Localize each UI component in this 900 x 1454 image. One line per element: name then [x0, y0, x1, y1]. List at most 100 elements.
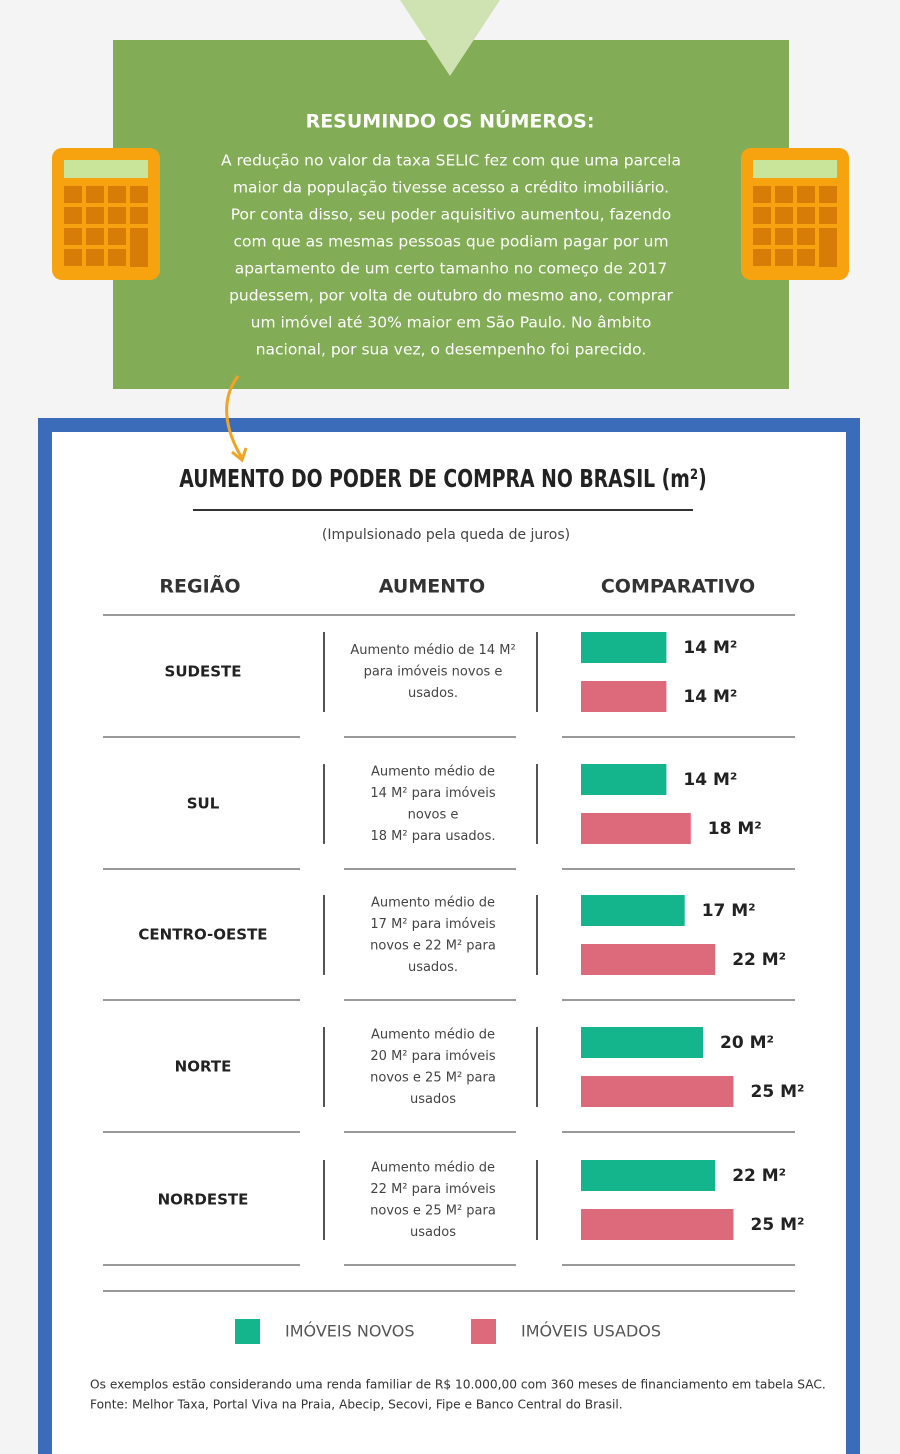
calc-key [86, 186, 104, 203]
calc-key [775, 207, 793, 224]
summary-line: maior da população tivesse acesso a créd… [233, 179, 669, 197]
footnote: Os exemplos estão considerando uma renda… [90, 1378, 826, 1392]
region-label: SUL [187, 795, 220, 813]
calc-key [64, 186, 82, 203]
legend-swatch [471, 1319, 496, 1344]
calc-key [108, 249, 126, 266]
calc-key [819, 228, 837, 267]
calc-key [64, 249, 82, 266]
description-line: para imóveis novos e [364, 665, 503, 680]
calc-key [775, 228, 793, 245]
footnote: Fonte: Melhor Taxa, Portal Viva na Praia… [90, 1398, 623, 1412]
description-line: 18 M² para usados. [371, 829, 496, 844]
calculator [52, 148, 160, 280]
calc-key [797, 186, 815, 203]
calc-key [86, 228, 104, 245]
column-header: COMPARATIVO [601, 576, 755, 598]
description-line: Aumento médio de [371, 1160, 495, 1175]
calc-key [86, 249, 104, 266]
value-label: 14 M² [683, 770, 737, 790]
value-label: 25 M² [751, 1215, 805, 1235]
description-line: novos e 22 M² para [370, 938, 496, 953]
value-label: 22 M² [732, 950, 786, 970]
summary-line: nacional, por sua vez, o desempenho foi … [256, 341, 647, 359]
legend-label: IMÓVEIS USADOS [521, 1322, 661, 1341]
bar [581, 1076, 734, 1107]
description-line: novos e [408, 807, 459, 822]
legend-swatch [235, 1319, 260, 1344]
region-label: NORDESTE [158, 1191, 249, 1209]
bar [581, 681, 667, 712]
calc-key [130, 228, 148, 267]
description-line: Aumento médio de 14 M² [350, 643, 515, 658]
summary-line: apartamento de um certo tamanho no começ… [235, 260, 668, 278]
calc-key [797, 207, 815, 224]
calc-key [64, 207, 82, 224]
summary-title: RESUMINDO OS NÚMEROS: [306, 109, 595, 133]
description-line: 14 M² para imóveis [370, 786, 495, 801]
description-line: usados [410, 1225, 456, 1240]
value-label: 20 M² [720, 1033, 774, 1053]
description-line: usados [410, 1092, 456, 1107]
column-header: REGIÃO [159, 574, 240, 598]
value-label: 14 M² [683, 687, 737, 707]
description-line: usados. [408, 686, 458, 701]
calc-key [753, 228, 771, 245]
description-line: usados. [408, 960, 458, 975]
calculator [741, 148, 849, 280]
calc-screen [64, 160, 148, 178]
bar [581, 1209, 734, 1240]
bar [581, 1160, 716, 1191]
calc-key [797, 228, 815, 245]
bar [581, 1027, 703, 1058]
region-label: SUDESTE [165, 663, 242, 681]
calc-key [753, 186, 771, 203]
bar [581, 895, 685, 926]
calc-key [819, 207, 837, 224]
calc-key [108, 207, 126, 224]
summary-line: A redução no valor da taxa SELIC fez com… [221, 152, 681, 170]
region-label: CENTRO-OESTE [138, 926, 267, 944]
value-label: 25 M² [751, 1082, 805, 1102]
calc-key [775, 249, 793, 266]
bar [581, 632, 667, 663]
summary-line: um imóvel até 30% maior em São Paulo. No… [251, 314, 652, 332]
summary-line: com que as mesmas pessoas que podiam pag… [233, 233, 668, 251]
description-line: 20 M² para imóveis [370, 1049, 495, 1064]
calc-key [819, 186, 837, 203]
calc-key [130, 186, 148, 203]
calc-key [108, 186, 126, 203]
bar [581, 813, 691, 844]
legend-label: IMÓVEIS NOVOS [285, 1322, 415, 1341]
description-line: 22 M² para imóveis [370, 1182, 495, 1197]
arrow [225, 375, 248, 463]
calc-key [64, 228, 82, 245]
calc-screen [753, 160, 837, 178]
description-line: Aumento médio de [371, 895, 495, 910]
bar [581, 764, 667, 795]
description-line: 17 M² para imóveis [370, 917, 495, 932]
calc-key [753, 207, 771, 224]
value-label: 18 M² [708, 819, 762, 839]
description-line: Aumento médio de [371, 1027, 495, 1042]
calc-key [86, 207, 104, 224]
summary-line: Por conta disso, seu poder aquisitivo au… [231, 206, 672, 224]
calc-key [108, 228, 126, 245]
value-label: 17 M² [702, 901, 756, 921]
description-line: novos e 25 M² para [370, 1070, 496, 1085]
chart-subtitle: (Impulsionado pela queda de juros) [322, 527, 570, 543]
chart-frame [38, 418, 860, 1454]
triangle [400, 0, 500, 76]
description-line: novos e 25 M² para [370, 1203, 496, 1218]
region-label: NORTE [175, 1058, 232, 1076]
calc-key [753, 249, 771, 266]
column-header: AUMENTO [379, 576, 485, 598]
bar [581, 944, 716, 975]
chart-title: AUMENTO DO PODER DE COMPRA NO BRASIL (m²… [179, 464, 706, 493]
calc-key [130, 207, 148, 224]
value-label: 14 M² [683, 638, 737, 658]
calc-key [775, 186, 793, 203]
description-line: Aumento médio de [371, 764, 495, 779]
